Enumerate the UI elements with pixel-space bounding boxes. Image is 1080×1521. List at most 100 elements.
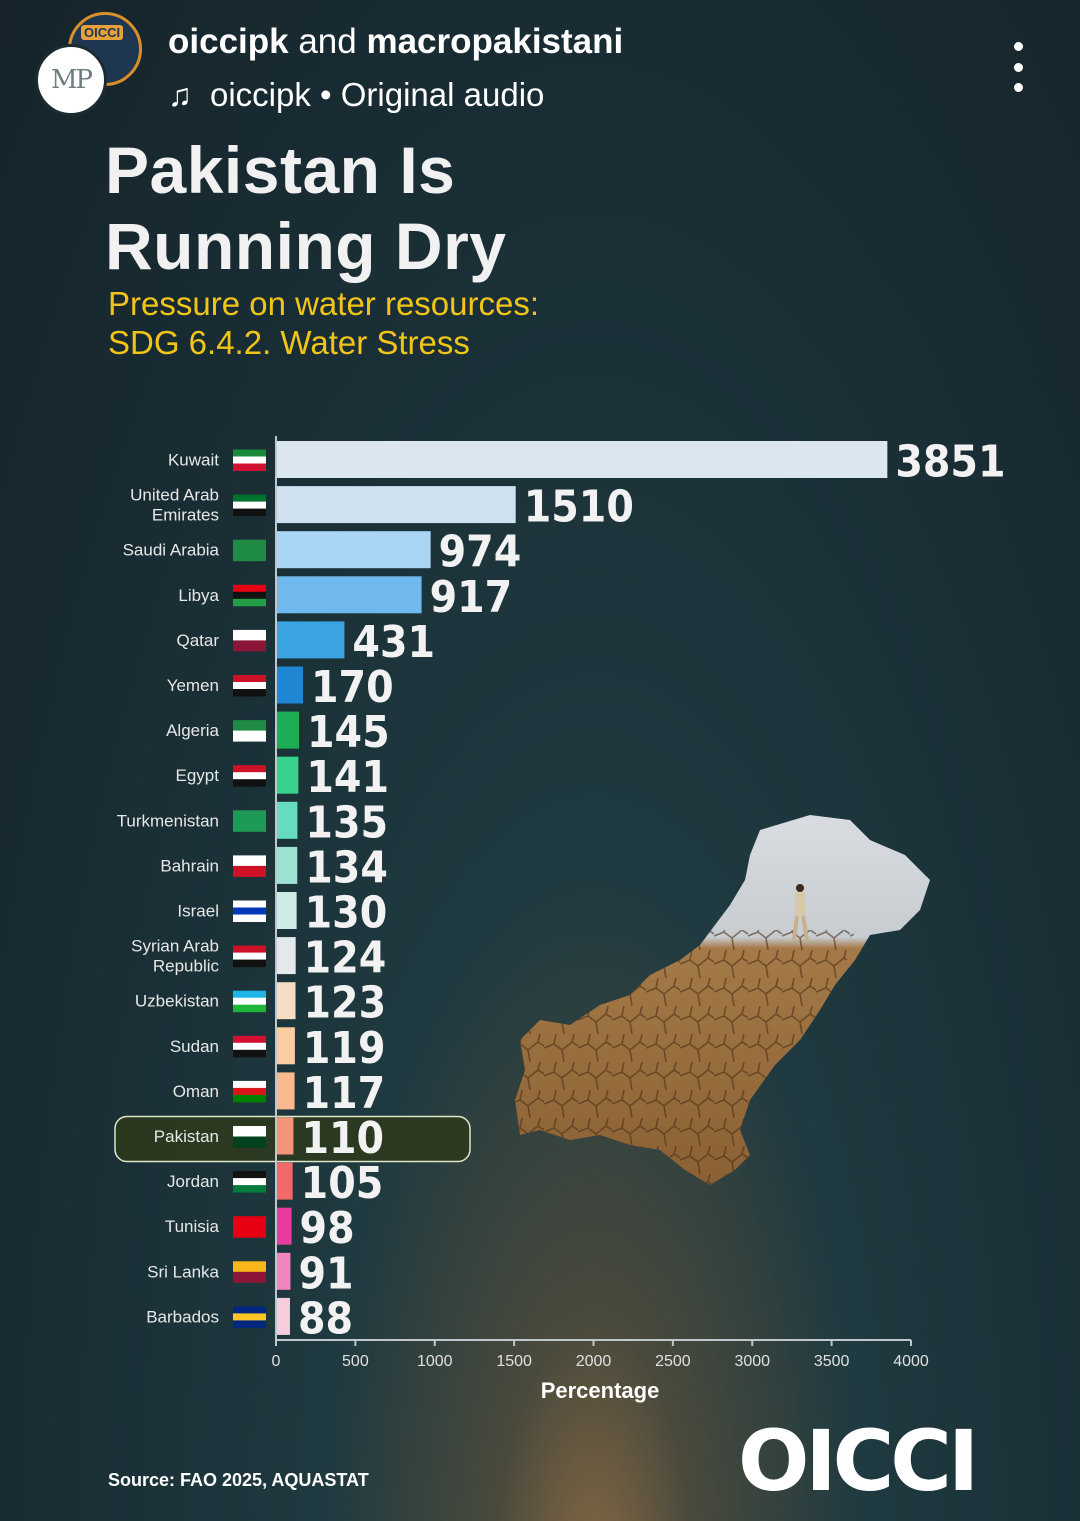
value-label-syrian-arab-republic: 124	[304, 933, 387, 984]
country-label-bahrain: Bahrain	[160, 856, 219, 875]
country-label-egypt: Egypt	[176, 766, 220, 785]
country-label-qatar: Qatar	[176, 631, 219, 650]
value-label-libya: 917	[430, 572, 513, 623]
x-tick-label-1500: 1500	[496, 1353, 532, 1370]
country-label-syrian-arab-republic: Syrian Arab Republic	[131, 937, 219, 976]
value-label-sri-lanka: 91	[298, 1248, 353, 1299]
avatar-logo-text: OICCI	[81, 25, 124, 40]
bar-libya	[276, 576, 422, 614]
country-label-tunisia: Tunisia	[165, 1217, 220, 1236]
turkmenistan-flag-icon	[233, 810, 266, 832]
water-stress-bar-chart: Kuwait 3851 United Arab Emirates 1510 Saudi A…	[114, 436, 1006, 1403]
country-label-turkmenistan: Turkmenistan	[117, 811, 219, 830]
source-note: Source: FAO 2025, AQUASTAT	[108, 1470, 369, 1490]
value-label-pakistan: 110	[301, 1113, 384, 1164]
yemen-flag-icon	[233, 675, 266, 697]
bar-kuwait	[276, 441, 888, 478]
country-label-libya: Libya	[178, 586, 219, 605]
author-link-oiccipk[interactable]: oiccipk	[168, 22, 289, 61]
oicci-logo: OICCI	[738, 1412, 979, 1510]
avatar-initials: MP	[50, 65, 93, 95]
x-tick-label-1000: 1000	[417, 1353, 453, 1370]
value-label-turkmenistan: 135	[305, 797, 388, 848]
audio-link[interactable]: ♫ oiccipk • Original audio	[168, 76, 544, 114]
bar-algeria	[276, 711, 300, 749]
country-label-kuwait: Kuwait	[168, 451, 219, 470]
x-axis-title: Percentage	[541, 1378, 660, 1403]
bar-syrian-arab-republic	[276, 937, 296, 975]
country-label-yemen: Yemen	[167, 676, 219, 695]
value-label-egypt: 141	[306, 752, 389, 803]
bar-oman	[276, 1072, 295, 1110]
x-tick-label-2500: 2500	[655, 1353, 691, 1370]
bahrain-flag-icon	[233, 855, 266, 877]
page-subtitle: Pressure on water resources: SDG 6.4.2. …	[108, 284, 539, 362]
x-tick-label-3000: 3000	[734, 1353, 770, 1370]
bar-tunisia	[276, 1207, 292, 1245]
country-label-barbados: Barbados	[146, 1307, 219, 1326]
israel-flag-icon	[233, 900, 266, 922]
country-label-saudi-arabia: Saudi Arabia	[123, 541, 220, 560]
bar-jordan	[276, 1162, 293, 1200]
author-link-macropakistani[interactable]: macropakistani	[366, 22, 624, 61]
value-label-saudi-arabia: 974	[439, 527, 522, 578]
oman-flag-icon	[233, 1080, 266, 1103]
bar-barbados	[276, 1297, 290, 1335]
value-label-israel: 130	[305, 888, 388, 939]
post-authors: oiccipk and macropakistani	[168, 22, 623, 62]
value-label-jordan: 105	[301, 1158, 384, 1209]
title-line-1: Pakistan Is	[105, 133, 456, 207]
uzbekistan-flag-icon	[233, 990, 266, 1013]
kuwait-flag-icon	[233, 449, 266, 471]
bar-qatar	[276, 621, 345, 659]
barbados-flag-icon	[233, 1306, 266, 1328]
jordan-flag-icon	[233, 1171, 266, 1193]
bar-yemen	[276, 666, 303, 704]
country-label-united-arab-emirates: United Arab Emirates	[130, 486, 219, 525]
saudi-flag-icon	[233, 539, 266, 562]
algeria-flag-icon	[233, 720, 266, 742]
value-label-yemen: 170	[311, 662, 394, 713]
value-label-barbados: 88	[298, 1293, 353, 1344]
country-label-sudan: Sudan	[170, 1037, 219, 1056]
egypt-flag-icon	[233, 765, 266, 787]
x-tick-label-2000: 2000	[576, 1353, 612, 1370]
country-label-uzbekistan: Uzbekistan	[135, 992, 219, 1011]
uae-flag-icon	[233, 494, 266, 517]
bar-uzbekistan	[276, 982, 296, 1020]
author-connector: and	[288, 22, 367, 61]
libya-flag-icon	[233, 584, 266, 607]
music-note-icon: ♫	[168, 76, 192, 113]
value-label-sudan: 119	[303, 1023, 386, 1074]
audio-label: oiccipk • Original audio	[210, 76, 545, 113]
pakistan-flag-icon	[233, 1126, 266, 1148]
subtitle-line-2: SDG 6.4.2. Water Stress	[108, 324, 470, 361]
country-label-pakistan: Pakistan	[154, 1127, 219, 1146]
bar-bahrain	[276, 846, 298, 884]
value-label-qatar: 431	[352, 617, 435, 668]
country-label-israel: Israel	[177, 902, 219, 921]
value-label-bahrain: 134	[305, 842, 388, 893]
value-label-algeria: 145	[307, 707, 390, 758]
bar-pakistan	[276, 1117, 294, 1155]
more-options-icon[interactable]	[1006, 42, 1030, 92]
value-label-united-arab-emirates: 1510	[524, 482, 634, 533]
qatar-flag-icon	[233, 629, 266, 652]
walking-man-figure	[792, 884, 809, 941]
value-label-uzbekistan: 123	[304, 978, 387, 1029]
country-label-sri-lanka: Sri Lanka	[147, 1262, 219, 1281]
x-tick-label-4000: 4000	[893, 1353, 929, 1370]
country-label-algeria: Algeria	[166, 721, 219, 740]
bar-sudan	[276, 1027, 295, 1065]
post-header: OICCI MP oiccipk and macropakistani ♫ oi…	[0, 0, 1080, 130]
bar-turkmenistan	[276, 801, 298, 839]
subtitle-line-1: Pressure on water resources:	[108, 285, 540, 322]
tunisia-flag-icon	[233, 1216, 266, 1238]
sudan-flag-icon	[233, 1035, 266, 1058]
bar-israel	[276, 892, 297, 929]
macropakistani-avatar[interactable]: MP	[35, 44, 107, 116]
syria-flag-icon	[233, 945, 266, 968]
country-label-jordan: Jordan	[167, 1172, 219, 1191]
x-tick-label-0: 0	[272, 1353, 281, 1370]
country-label-oman: Oman	[173, 1082, 219, 1101]
